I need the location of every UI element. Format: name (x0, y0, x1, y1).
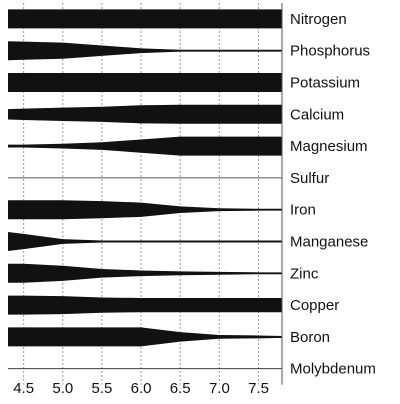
nutrient-label-phosphorus: Phosphorus (290, 43, 370, 60)
x-tick-label: 6.5 (170, 380, 191, 397)
grid (23, 3, 260, 385)
x-tick-label: 5.5 (92, 380, 113, 397)
nutrient-label-zinc: Zinc (290, 265, 319, 282)
nutrient-labels: Nitrogen Phosphorus Potassium Calcium Magnes… (290, 11, 376, 378)
nutrient-label-potassium: Potassium (290, 75, 360, 92)
nutrient-label-copper: Copper (290, 297, 339, 314)
x-tick-label: 5.0 (52, 380, 73, 397)
band-phosphorus (8, 41, 282, 61)
nutrient-label-sulfur: Sulfur (290, 170, 329, 187)
band-magnesium (8, 136, 282, 156)
x-tick-label: 7.0 (209, 380, 230, 397)
band-nitrogen (8, 9, 282, 29)
band-copper (8, 295, 282, 315)
x-tick-label: 7.5 (248, 380, 269, 397)
band-boron (8, 327, 282, 347)
x-axis-ticks: 4.5 5.0 5.5 6.0 6.5 7.0 7.5 (13, 380, 269, 397)
x-tick-label: 6.0 (131, 380, 152, 397)
nutrient-label-molybdenum: Molybdenum (290, 361, 376, 378)
nutrient-label-iron: Iron (290, 202, 316, 219)
x-tick-label: 4.5 (13, 380, 34, 397)
band-potassium (8, 73, 282, 92)
nutrient-label-boron: Boron (290, 329, 330, 346)
nutrient-label-manganese: Manganese (290, 234, 368, 251)
band-zinc (8, 263, 282, 283)
band-manganese (8, 232, 282, 251)
nutrient-label-calcium: Calcium (290, 106, 344, 123)
nutrient-bands (8, 9, 282, 370)
nutrient-label-magnesium: Magnesium (290, 138, 368, 155)
band-iron (8, 200, 282, 220)
nutrient-label-nitrogen: Nitrogen (290, 11, 347, 28)
band-calcium (8, 104, 282, 124)
